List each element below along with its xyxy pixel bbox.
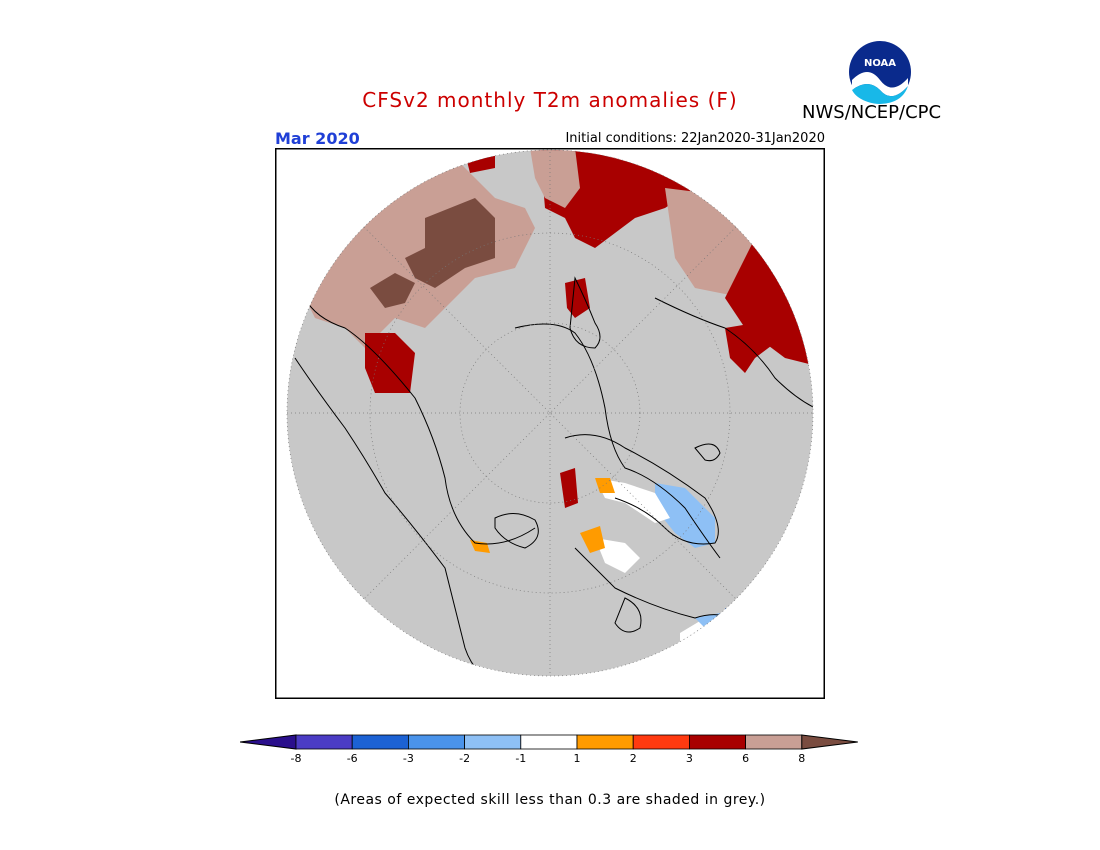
legend-tick: -1	[515, 752, 527, 765]
anomaly-1-2-canada	[595, 478, 615, 493]
color-legend	[239, 730, 860, 770]
legend-bin-3	[407, 734, 465, 750]
legend-tick: 6	[742, 752, 750, 765]
agency-label: NWS/NCEP/CPC	[802, 102, 942, 123]
anomaly-3-6-asia	[365, 333, 415, 393]
legend-tick: 3	[685, 752, 693, 765]
legend-bin-7	[632, 734, 690, 750]
legend-bin-0	[239, 734, 297, 750]
legend-bin-10	[801, 734, 858, 750]
coastlines	[294, 276, 813, 676]
legend-bin-5	[520, 734, 578, 750]
map-title: CFSv2 monthly T2m anomalies (F)	[362, 88, 738, 112]
anomaly-1-2-archipelago	[580, 526, 605, 553]
forecast-period: Mar 2020	[275, 129, 360, 148]
legend-bin-4	[464, 734, 522, 750]
anomaly-6-8-north	[530, 150, 580, 208]
legend-bin-1	[295, 734, 353, 750]
anomaly-neutral-arctic	[595, 538, 640, 573]
anomaly-3-6-scand	[565, 278, 590, 318]
legend-tick: 1	[573, 752, 581, 765]
svg-text:NOAA: NOAA	[864, 58, 896, 69]
legend-bin-9	[745, 734, 803, 750]
polar-map	[274, 147, 826, 700]
anomaly-minus2-hudson	[655, 483, 715, 548]
graticule	[287, 150, 813, 676]
noaa-logo-icon: NOAA	[848, 40, 912, 104]
legend-tick: 8	[798, 752, 806, 765]
legend-bin-6	[576, 734, 634, 750]
skill-note: (Areas of expected skill less than 0.3 a…	[334, 792, 766, 808]
legend-tick: -8	[290, 752, 302, 765]
legend-bin-8	[688, 734, 746, 750]
legend-tick: 2	[629, 752, 637, 765]
legend-tick: -3	[402, 752, 414, 765]
anomaly-over8-asia	[405, 198, 495, 288]
initial-conditions: Initial conditions: 22Jan2020-31Jan2020	[565, 131, 825, 146]
anomaly-over8-asia-2	[370, 273, 415, 308]
legend-bin-2	[351, 734, 409, 750]
legend-tick: -2	[459, 752, 471, 765]
legend-tick: -6	[346, 752, 358, 765]
anomaly-3-6-north	[540, 150, 695, 248]
anomaly-3-6-greenland	[560, 468, 578, 508]
